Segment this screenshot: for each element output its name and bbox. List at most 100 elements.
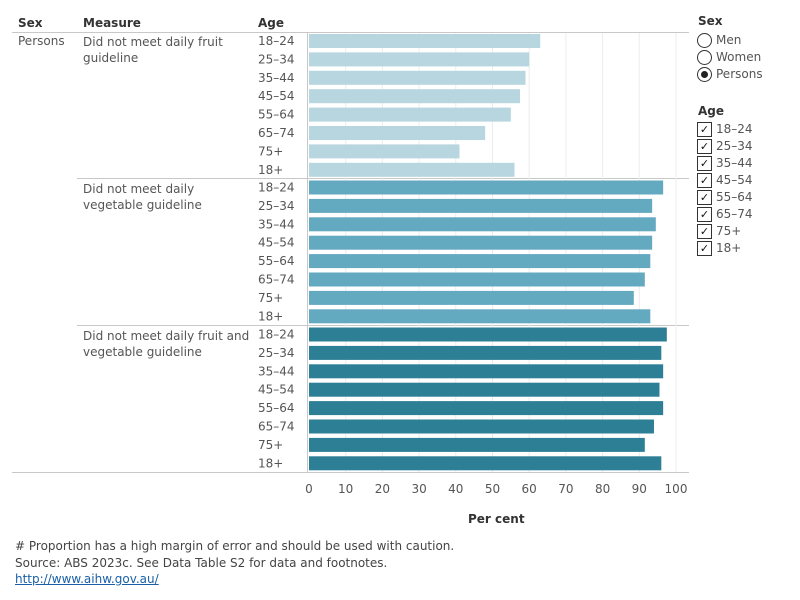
x-tick-label: 20 [375,482,390,496]
radio-button[interactable] [697,49,712,65]
bar [309,107,511,122]
x-tick-label: 100 [665,482,688,496]
sex-option-persons[interactable]: Persons [697,66,763,82]
checkbox-checked[interactable]: ✓ [697,121,712,137]
age-option-label: 35–44 [716,156,753,170]
age-label: 25–34 [258,346,295,360]
x-tick-label: 80 [595,482,610,496]
age-label: 45–54 [258,89,295,103]
age-label: 18–24 [258,328,295,342]
age-label: 65–74 [258,126,295,140]
checkbox-checked[interactable]: ✓ [697,189,712,205]
age-option-label: 75+ [716,224,742,238]
bar [309,52,530,67]
radio-button-selected[interactable] [697,66,712,82]
bar [309,144,460,159]
aihw-link[interactable]: http://www.aihw.gov.au/ [15,572,159,586]
bar [309,254,651,269]
bar [309,217,656,232]
panel-divider-1 [77,178,689,179]
bar [309,89,521,104]
age-label: 75+ [258,291,283,305]
age-label: 18+ [258,163,283,177]
checkbox-checked[interactable]: ✓ [697,223,712,239]
checkbox-checked[interactable]: ✓ [697,155,712,171]
age-label: 55–64 [258,254,295,268]
bar [309,235,653,250]
age-label: 45–54 [258,236,295,250]
sex-option-label: Women [716,50,762,64]
sex-filter-title: Sex [698,14,723,28]
panel-divider-2 [77,325,689,326]
age-option-label: 55–64 [716,190,753,204]
age-option-label: 65–74 [716,207,753,221]
x-tick-label: 10 [338,482,353,496]
age-option-35-44[interactable]: ✓ 35–44 [697,155,753,171]
bar [309,290,634,305]
bar [309,382,660,397]
age-label: 65–74 [258,420,295,434]
age-option-label: 45–54 [716,173,753,187]
measure-label-vegetable: Did not meet daily vegetable guideline [83,182,202,212]
sex-option-label: Men [716,33,742,47]
x-tick-label: 40 [448,482,463,496]
age-label: 25–34 [258,199,295,213]
sex-option-men[interactable]: Men [697,32,741,48]
bar [309,34,541,48]
age-label: 45–54 [258,383,295,397]
sex-option-women[interactable]: Women [697,49,761,65]
bar [309,456,662,471]
bar [309,327,667,342]
age-label: 18–24 [258,34,295,48]
checkbox-checked[interactable]: ✓ [697,138,712,154]
age-label: 25–34 [258,52,295,66]
bar [309,419,654,434]
age-option-75-plus[interactable]: ✓ 75+ [697,223,741,239]
sex-option-label: Persons [716,67,763,81]
measure-label-fruit-and-vegetable: Did not meet daily fruit and vegetable g… [83,329,250,359]
bar [309,162,515,177]
footnote-text: # Proportion has a high margin of error … [15,539,455,553]
age-label: 35–44 [258,71,295,85]
age-option-55-64[interactable]: ✓ 55–64 [697,189,753,205]
header-measure: Measure [83,16,141,30]
table-bottom-line [12,472,689,473]
bar [309,180,664,195]
radio-button[interactable] [697,32,712,48]
bar [309,401,664,416]
bar [309,272,645,287]
x-axis-title: Per cent [468,512,525,526]
age-option-18-24[interactable]: ✓ 18–24 [697,121,753,137]
bar [309,309,651,324]
bar [309,126,486,140]
checkbox-checked[interactable]: ✓ [697,240,712,256]
sex-cell: Persons [18,34,65,48]
age-option-25-34[interactable]: ✓ 25–34 [697,138,753,154]
checkbox-checked[interactable]: ✓ [697,172,712,188]
x-tick-label: 50 [485,482,500,496]
age-option-65-74[interactable]: ✓ 65–74 [697,206,753,222]
age-label: 75+ [258,438,283,452]
age-option-45-54[interactable]: ✓ 45–54 [697,172,753,188]
age-label: 75+ [258,144,283,158]
age-label: 55–64 [258,401,295,415]
age-label: 35–44 [258,364,295,378]
age-option-label: 18+ [716,241,742,255]
x-tick-label: 90 [632,482,647,496]
age-option-18-plus[interactable]: ✓ 18+ [697,240,741,256]
age-label: 18–24 [258,181,295,195]
measure-label-fruit: Did not meet daily fruit guideline [83,35,223,65]
link-row: http://www.aihw.gov.au/ [15,572,159,586]
age-label: 55–64 [258,108,295,122]
source-text: Source: ABS 2023c. See Data Table S2 for… [15,556,388,570]
bar [309,70,526,85]
bar [309,437,645,452]
header-age: Age [258,16,285,30]
age-option-label: 25–34 [716,139,753,153]
bar [309,364,664,379]
bar [309,345,662,360]
x-tick-label: 30 [411,482,426,496]
age-label: 18+ [258,456,283,470]
checkbox-checked[interactable]: ✓ [697,206,712,222]
